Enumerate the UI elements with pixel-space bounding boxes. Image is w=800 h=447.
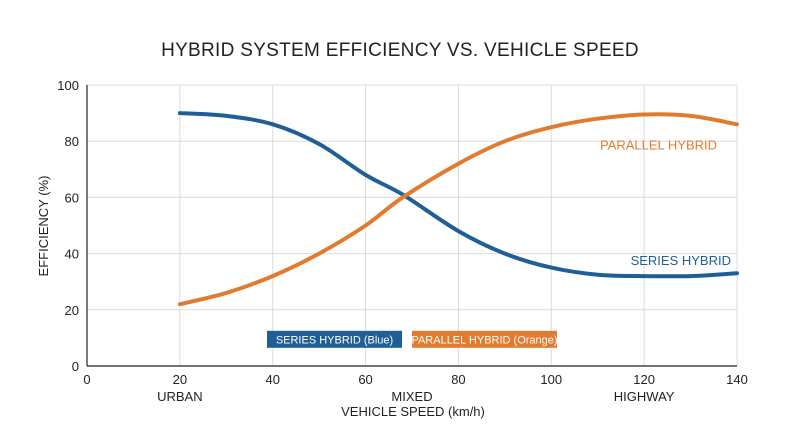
series-layer: SERIES HYBRID PARALLEL HYBRID — [177, 111, 739, 307]
y-tick-label: 40 — [65, 247, 79, 262]
y-tick-label: 60 — [65, 190, 79, 205]
x-tick-label: 100 — [540, 372, 562, 387]
legend-item: SERIES HYBRID (Blue) — [267, 330, 402, 348]
x-tick-label: 20 — [173, 372, 187, 387]
y-tick-label: 20 — [65, 303, 79, 318]
x-axis-title: VEHICLE SPEED (km/h) — [341, 404, 485, 419]
series-hybrid-line — [177, 111, 739, 279]
parallel-hybrid-line — [177, 112, 739, 307]
tick-labels: 0 20 40 60 80 100 120 140 0 20 40 60 80 100 — [57, 78, 748, 387]
legend: SERIES HYBRID (Blue) PARALLEL HYBRID (Ora… — [267, 330, 558, 348]
x-tick-label: 0 — [83, 372, 90, 387]
chart-title: HYBRID SYSTEM EFFICIENCY VS. VEHICLE SPE… — [161, 40, 639, 61]
grid — [87, 84, 738, 366]
series-hybrid-label: SERIES HYBRID — [631, 253, 731, 268]
zone-label: URBAN — [157, 389, 203, 404]
legend-item: PARALLEL HYBRID (Orange) — [411, 330, 558, 348]
x-tick-label: 60 — [358, 372, 372, 387]
x-tick-label: 80 — [451, 372, 465, 387]
legend-label: PARALLEL HYBRID (Orange) — [411, 334, 557, 346]
y-axis-title: EFFICIENCY (%) — [36, 176, 51, 277]
zone-label: MIXED — [391, 389, 432, 404]
legend-swatch — [267, 330, 402, 348]
zone-labels: URBAN MIXED HIGHWAY — [157, 389, 675, 404]
y-tick-label: 0 — [72, 359, 79, 374]
x-tick-label: 140 — [726, 372, 748, 387]
x-tick-label: 120 — [633, 372, 655, 387]
legend-swatch — [412, 330, 557, 348]
axes — [86, 85, 737, 367]
x-tick-label: 40 — [265, 372, 279, 387]
parallel-hybrid-label: PARALLEL HYBRID — [600, 138, 717, 153]
legend-label: SERIES HYBRID (Blue) — [276, 334, 393, 346]
y-tick-label: 100 — [57, 78, 79, 93]
zone-label: HIGHWAY — [614, 389, 675, 404]
y-tick-label: 80 — [65, 134, 79, 149]
